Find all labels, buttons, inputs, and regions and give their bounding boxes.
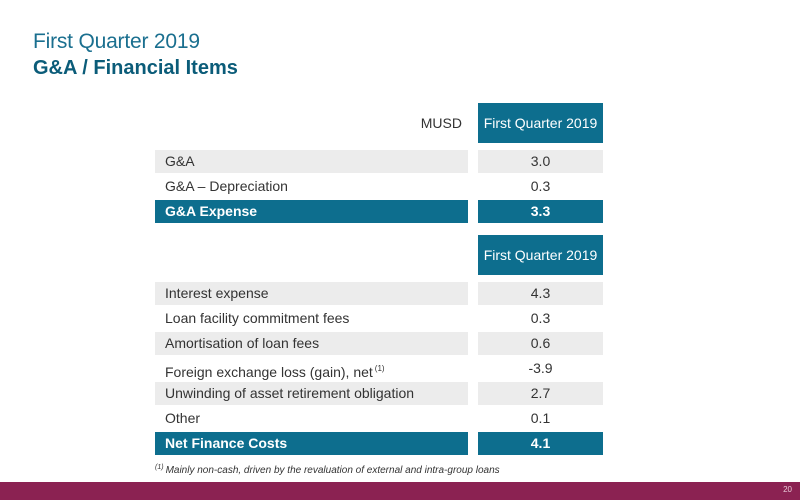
footnote-marker: (1) <box>374 364 385 373</box>
unit-label: MUSD <box>420 115 462 131</box>
fx-loss-value: -3.9 <box>528 360 553 376</box>
ga-row-label: G&A <box>155 150 468 173</box>
loan-commitment-fees-label: Loan facility commitment fees <box>165 310 350 326</box>
unwinding-aro-label: Unwinding of asset retirement obligation <box>155 382 468 405</box>
other-value: 0.1 <box>530 410 551 426</box>
footnote-marker: (1) <box>155 464 164 471</box>
footnote: (1) Mainly non-cash, driven by the revalu… <box>155 464 500 476</box>
amortisation-loan-fees-label: Amortisation of loan fees <box>155 332 468 355</box>
net-finance-costs-label: Net Finance Costs <box>155 432 468 455</box>
ga-depreciation-row-value: 0.3 <box>530 178 551 194</box>
fx-loss-label: Foreign exchange loss (gain), net <box>165 364 373 380</box>
net-finance-costs-value: 4.1 <box>478 432 603 455</box>
ga-depreciation-row-label: G&A – Depreciation <box>165 178 288 194</box>
page-title: G&A / Financial Items <box>33 57 238 79</box>
fx-loss-row-label: Foreign exchange loss (gain), net (1) <box>155 357 468 380</box>
interest-expense-label: Interest expense <box>155 282 468 305</box>
ga-row-value: 3.0 <box>478 150 603 173</box>
column-header-ga: First Quarter 2019 <box>478 103 603 143</box>
footer-bar: 20 <box>0 482 800 500</box>
ga-expense-total-value: 3.3 <box>478 200 603 223</box>
amortisation-loan-fees-value: 0.6 <box>478 332 603 355</box>
unwinding-aro-value: 2.7 <box>478 382 603 405</box>
ga-expense-total-label: G&A Expense <box>155 200 468 223</box>
column-header-finance: First Quarter 2019 <box>478 235 603 275</box>
interest-expense-value: 4.3 <box>478 282 603 305</box>
loan-commitment-fees-value: 0.3 <box>530 310 551 326</box>
page-number: 20 <box>783 485 792 494</box>
footnote-text: Mainly non-cash, driven by the revaluati… <box>165 465 500 476</box>
other-label: Other <box>165 410 201 426</box>
page-subtitle: First Quarter 2019 <box>33 30 200 53</box>
